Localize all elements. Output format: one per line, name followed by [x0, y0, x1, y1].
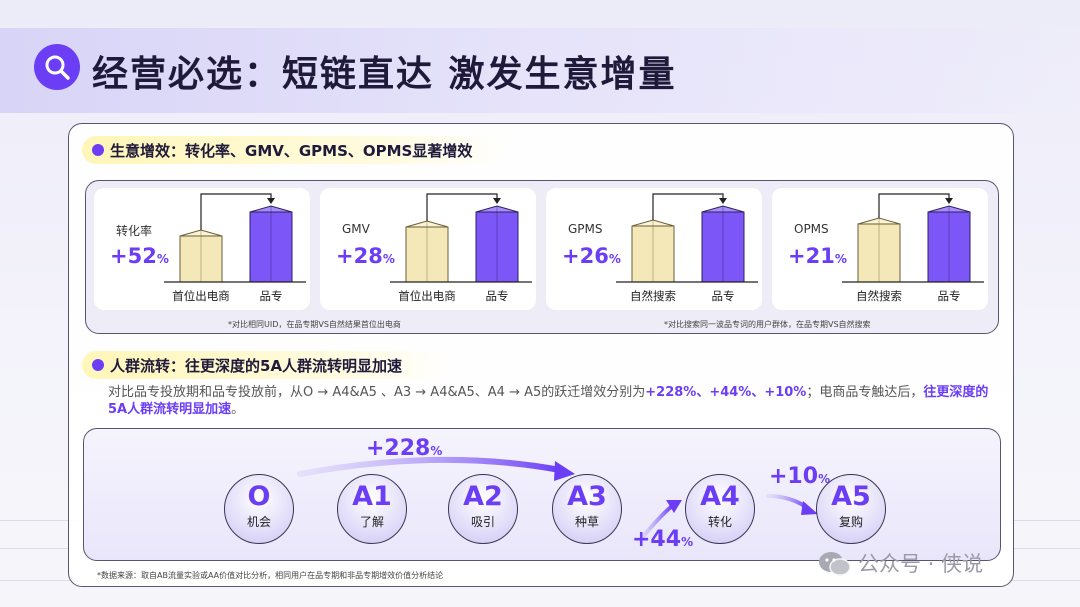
metric-name: GMV — [342, 222, 370, 236]
funnel-node: O 机会 — [224, 474, 294, 544]
mini-bar-chart — [616, 193, 758, 283]
bar-brand — [927, 205, 971, 283]
bullet-dot-icon — [92, 144, 104, 156]
lift-value: +28 — [336, 244, 383, 268]
node-code: A2 — [463, 481, 503, 512]
section-highlight — [82, 351, 452, 379]
metric-name: OPMS — [794, 222, 829, 236]
lift-value: +26 — [562, 244, 609, 268]
title-band — [0, 28, 1080, 113]
node-code: A5 — [831, 481, 871, 512]
note-left: *对比相同UID，在品专期VS自然结果首位出电商 — [228, 320, 401, 329]
lift-value-2: +44 — [632, 527, 682, 552]
funnel-node: A5 复购 — [816, 474, 886, 544]
funnel-node: A3 种草 — [552, 474, 622, 544]
category-label: 品专 — [485, 289, 509, 303]
watermark: 公众号 · 侠说 — [858, 552, 984, 576]
metric-lift: +28% — [336, 244, 395, 268]
para-text: 。 — [231, 402, 245, 417]
metric-card: GMV +28% 首位出电商 品专 — [320, 188, 536, 310]
bar-baseline — [405, 220, 449, 283]
bar-baseline — [857, 217, 901, 283]
node-code: A4 — [700, 481, 740, 512]
lift-label-1: +228% — [366, 436, 442, 461]
category-label: 首位出电商 — [398, 289, 456, 303]
metric-card: 转化率 +52% 首位出电商 品专 — [94, 188, 310, 310]
category-label: 首位出电商 — [172, 289, 230, 303]
metric-lift: +26% — [562, 244, 621, 268]
mini-bar-chart — [390, 193, 532, 283]
category-label: 品专 — [711, 289, 735, 303]
lift-unit: % — [608, 252, 621, 266]
bar-baseline — [179, 229, 223, 283]
category-label: 品专 — [937, 289, 961, 303]
node-name: 种草 — [574, 515, 599, 529]
lift-unit: % — [430, 444, 443, 458]
para-text: ；电商品专触达后， — [806, 385, 924, 400]
lift-unit: % — [834, 252, 847, 266]
node-name: 吸引 — [470, 515, 495, 529]
section1-heading: 生意增效：转化率、GMV、GPMS、OPMS显著增效 — [110, 142, 473, 160]
connector-arrowhead — [719, 198, 727, 204]
metric-card: GPMS +26% 自然搜索 品专 — [546, 188, 762, 310]
lift-unit: % — [681, 535, 694, 549]
bar-brand — [475, 205, 519, 283]
node-name: 复购 — [838, 515, 863, 529]
lift-value-1: +228 — [366, 436, 431, 461]
metric-name: 转化率 — [116, 224, 153, 238]
lift-value: +52 — [110, 244, 157, 268]
funnel-node: A1 了解 — [337, 474, 407, 544]
node-code: A1 — [352, 481, 392, 512]
funnel-node: A2 吸引 — [448, 474, 518, 544]
category-label: 自然搜索 — [856, 289, 902, 303]
section-highlight — [82, 136, 512, 164]
lift-unit: % — [818, 472, 831, 486]
connector-arrowhead — [493, 198, 501, 204]
mini-bar-chart — [164, 193, 306, 283]
lift-value: +21 — [788, 244, 835, 268]
bar-baseline — [631, 219, 675, 283]
connector-arrowhead — [945, 198, 953, 204]
section2-heading: 人群流转：往更深度的5A人群流转明显加速 — [110, 357, 403, 375]
node-name: 机会 — [246, 515, 271, 529]
note-right: *对比搜索同一波品专词的用户群体，在品专期VS自然搜索 — [664, 320, 871, 329]
lift-unit: % — [156, 252, 169, 266]
bullet-dot-icon — [92, 359, 104, 371]
search-icon — [34, 44, 80, 90]
node-code: O — [247, 481, 271, 512]
page-title: 经营必选：短链直达 激发生意增量 — [92, 54, 677, 95]
para-highlight: 往更深度的5A人群流转明显加速 — [108, 385, 989, 417]
category-label: 自然搜索 — [630, 289, 676, 303]
wechat-icon — [818, 551, 852, 577]
node-name: 转化 — [707, 515, 732, 529]
lift-unit: % — [382, 252, 395, 266]
lift-value-3: +10 — [769, 464, 819, 489]
source-note: *数据来源：取自AB流量实验或AA价值对比分析，相同用户在品专期和非品专期增效价… — [97, 571, 444, 580]
metric-lift: +52% — [110, 244, 169, 268]
mini-bar-chart — [842, 193, 984, 283]
category-label: 品专 — [259, 289, 283, 303]
flow-description: 对比品专投放期和品专投放前，从O → A4&A5 、A3 → A4&A5、A4 … — [108, 384, 994, 418]
node-name: 了解 — [359, 515, 384, 529]
para-highlight: +228%、+44%、+10% — [645, 385, 807, 400]
metric-lift: +21% — [788, 244, 847, 268]
funnel-node: A4 转化 — [685, 474, 755, 544]
node-code: A3 — [567, 481, 607, 512]
lift-label-3: +10% — [769, 464, 830, 489]
para-text: 对比品专投放期和品专投放前，从O → A4&A5 、A3 → A4&A5、A4 … — [108, 385, 646, 400]
bar-brand — [249, 205, 293, 283]
bar-brand — [701, 205, 745, 283]
metric-name: GPMS — [568, 222, 603, 236]
connector-arrowhead — [267, 198, 275, 204]
metric-card: OPMS +21% 自然搜索 品专 — [772, 188, 988, 310]
lift-label-2: +44% — [632, 527, 693, 552]
